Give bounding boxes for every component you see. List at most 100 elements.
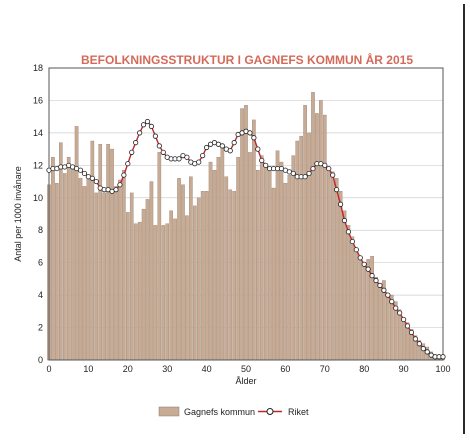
riket-point-35 bbox=[184, 154, 190, 160]
bar-age-34 bbox=[181, 184, 185, 361]
bar-age-30 bbox=[165, 223, 170, 361]
bar-age-3 bbox=[59, 142, 63, 361]
bar-age-46 bbox=[228, 189, 233, 361]
riket-point-84 bbox=[377, 282, 383, 288]
riket-point-40 bbox=[204, 144, 210, 151]
x-axis-ticks: 0 10 20 30 40 50 60 70 80 90 100 bbox=[46, 364, 450, 374]
x-tick-label: 0 bbox=[46, 364, 51, 374]
riket-point-76 bbox=[345, 229, 352, 235]
riket-point-54 bbox=[259, 157, 265, 164]
riket-point-19 bbox=[121, 172, 127, 178]
riket-point-90 bbox=[400, 316, 407, 323]
bar-age-58 bbox=[275, 150, 280, 361]
bar-age-28 bbox=[157, 152, 162, 361]
riket-point-70 bbox=[322, 162, 328, 168]
riket-point-74 bbox=[337, 201, 344, 207]
riket-point-83 bbox=[373, 277, 379, 284]
riket-point-79 bbox=[357, 255, 363, 261]
riket-point-80 bbox=[361, 261, 367, 267]
bar-age-68 bbox=[315, 113, 319, 361]
riket-point-67 bbox=[310, 165, 316, 172]
bar-age-50 bbox=[244, 105, 248, 361]
y-tick-label: 16 bbox=[33, 95, 43, 105]
bar-age-86 bbox=[386, 293, 390, 361]
riket-point-39 bbox=[200, 153, 206, 159]
bar-age-31 bbox=[169, 210, 173, 361]
bar-age-78 bbox=[354, 247, 359, 361]
bar-age-43 bbox=[216, 157, 221, 361]
riket-point-73 bbox=[334, 187, 340, 193]
riket-point-38 bbox=[196, 159, 202, 165]
riket-point-28 bbox=[156, 143, 162, 149]
bar-age-12 bbox=[94, 192, 99, 361]
bar-age-81 bbox=[366, 259, 370, 361]
riket-point-89 bbox=[397, 310, 403, 316]
x-tick-label: 70 bbox=[320, 364, 330, 374]
bar-age-54 bbox=[259, 155, 264, 361]
riket-point-86 bbox=[385, 292, 391, 298]
bar-age-45 bbox=[224, 176, 229, 361]
riket-point-24 bbox=[140, 122, 147, 128]
bar-age-27 bbox=[153, 225, 158, 361]
riket-point-100 bbox=[440, 354, 446, 360]
bar-age-15 bbox=[106, 144, 110, 361]
bar-age-76 bbox=[346, 225, 351, 361]
riket-point-96 bbox=[424, 349, 430, 355]
bar-age-8 bbox=[78, 178, 83, 361]
bar-age-83 bbox=[374, 277, 378, 361]
bar-age-49 bbox=[240, 108, 244, 361]
y-axis-ticks: 0 2 4 6 8 10 12 14 16 18 bbox=[33, 63, 43, 365]
y-tick-label: 4 bbox=[38, 290, 43, 300]
riket-point-85 bbox=[381, 287, 387, 293]
riket-point-94 bbox=[416, 341, 422, 347]
y-axis-label: Antal per 1000 invånare bbox=[13, 166, 23, 262]
riket-point-47 bbox=[231, 140, 237, 146]
riket-point-11 bbox=[89, 175, 95, 181]
riket-point-95 bbox=[420, 346, 426, 352]
y-tick-label: 14 bbox=[33, 128, 43, 138]
bar-age-67 bbox=[311, 92, 315, 361]
bar-age-2 bbox=[55, 182, 59, 361]
riket-point-26 bbox=[148, 123, 155, 130]
bar-age-20 bbox=[125, 212, 130, 361]
bar-age-32 bbox=[173, 218, 177, 361]
bar-age-22 bbox=[133, 223, 138, 361]
bar-age-7 bbox=[74, 126, 79, 361]
bar-age-16 bbox=[110, 148, 114, 361]
bar-age-23 bbox=[137, 221, 142, 361]
riket-point-71 bbox=[326, 165, 332, 172]
bar-age-40 bbox=[204, 191, 209, 361]
riket-point-46 bbox=[227, 148, 233, 154]
riket-point-33 bbox=[176, 156, 182, 162]
bar-age-66 bbox=[307, 132, 311, 361]
y-tick-label: 0 bbox=[38, 355, 43, 365]
bar-age-84 bbox=[378, 283, 382, 361]
bar-age-35 bbox=[185, 215, 189, 361]
bar-age-48 bbox=[236, 157, 240, 361]
bar-age-10 bbox=[86, 176, 91, 361]
riket-point-77 bbox=[349, 238, 355, 245]
bar-age-60 bbox=[283, 182, 288, 361]
riket-point-92 bbox=[408, 329, 415, 336]
x-tick-label: 20 bbox=[123, 364, 133, 374]
bar-age-80 bbox=[362, 262, 367, 361]
x-tick-label: 80 bbox=[359, 364, 369, 374]
right-border-line bbox=[463, 4, 465, 434]
bar-age-36 bbox=[189, 176, 193, 361]
riket-point-25 bbox=[144, 118, 151, 125]
bar-age-11 bbox=[90, 140, 95, 361]
riket-point-44 bbox=[219, 143, 225, 149]
bar-age-24 bbox=[141, 208, 146, 361]
riket-point-20 bbox=[125, 161, 131, 167]
bar-age-39 bbox=[200, 191, 205, 361]
y-tick-label: 8 bbox=[38, 225, 43, 235]
riket-point-88 bbox=[393, 305, 399, 311]
riket-point-12 bbox=[93, 178, 99, 185]
riket-point-9 bbox=[81, 170, 88, 177]
x-tick-label: 30 bbox=[162, 364, 172, 374]
riket-point-51 bbox=[247, 130, 253, 136]
bar-age-72 bbox=[330, 171, 335, 361]
riket-point-55 bbox=[263, 162, 269, 168]
riket-point-22 bbox=[133, 140, 139, 146]
bar-age-59 bbox=[279, 161, 284, 361]
